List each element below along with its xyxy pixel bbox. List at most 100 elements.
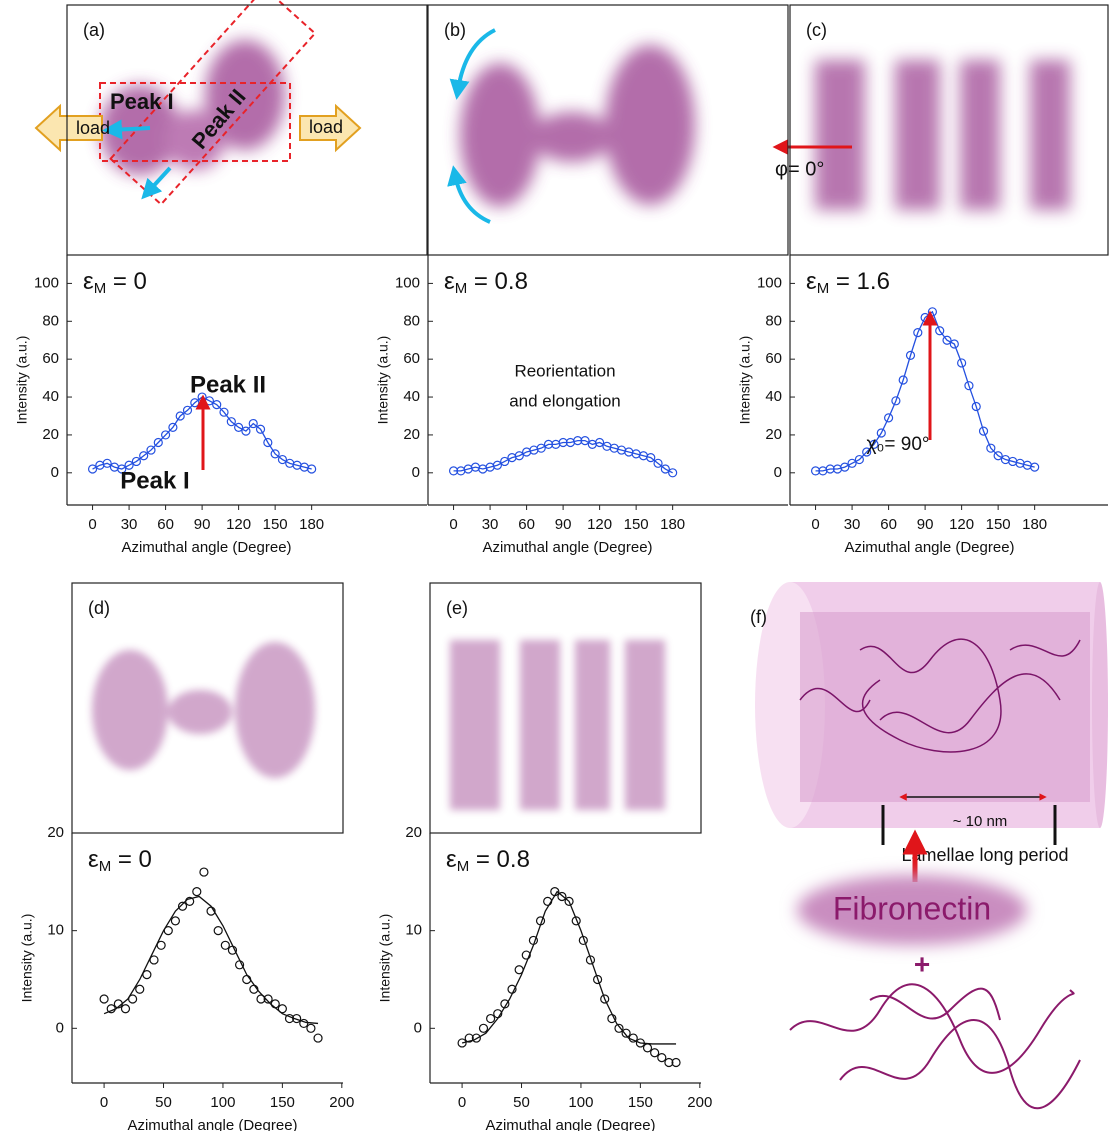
illustration-f: (f) ~ 10 nm Lamellae long period Fibrone…: [750, 582, 1108, 1108]
panel-label: (b): [444, 20, 466, 40]
data-point: [200, 868, 208, 876]
x-tick-label: 0: [458, 1094, 466, 1111]
strain-subscript: M: [94, 280, 107, 297]
y-tick-label: 60: [765, 350, 782, 367]
x-tick-label: 0: [100, 1094, 108, 1111]
x-tick-label: 200: [329, 1094, 354, 1111]
strain-label: εM = 1.6: [806, 268, 890, 297]
plus-sign: +: [914, 948, 930, 979]
strain-value: = 0: [111, 846, 152, 873]
strain-label: εM = 0.8: [446, 846, 530, 875]
annotation: Peak II: [190, 371, 266, 398]
illustration-d: [92, 642, 315, 778]
y-tick-label: 20: [765, 426, 782, 443]
x-tick-label: 60: [518, 516, 535, 533]
x-tick-label: 90: [194, 516, 211, 533]
data-point: [221, 941, 229, 949]
strain-subscript: M: [817, 280, 830, 297]
x-tick-label: 0: [811, 516, 819, 533]
y-tick-label: 0: [774, 464, 782, 481]
y-tick-label: 60: [42, 350, 59, 367]
x-tick-label: 50: [155, 1094, 172, 1111]
data-point: [193, 888, 201, 896]
strain-symbol: ε: [446, 846, 457, 873]
x-tick-label: 30: [482, 516, 499, 533]
x-axis-title: Azimuthal angle (Degree): [485, 1117, 655, 1131]
y-tick-label: 10: [47, 922, 64, 939]
phi-label: φ= 0°: [775, 158, 824, 180]
data-point: [487, 1015, 495, 1023]
y-tick-label: 0: [56, 1019, 64, 1036]
data-point: [271, 1000, 279, 1008]
data-point: [100, 995, 108, 1003]
x-axis-title: Azimuthal angle (Degree): [127, 1117, 297, 1131]
x-tick-label: 30: [121, 516, 138, 533]
load-label: load: [76, 118, 110, 138]
peak-label: Peak I: [110, 89, 174, 114]
x-tick-label: 100: [210, 1094, 235, 1111]
x-tick-label: 30: [844, 516, 861, 533]
y-tick-label: 40: [42, 388, 59, 405]
strain-label: εM = 0: [88, 846, 152, 875]
x-tick-label: 150: [624, 516, 649, 533]
panel-label: (c): [806, 20, 827, 40]
annotation: Peak I: [120, 467, 189, 494]
data-point: [314, 1034, 322, 1042]
figure: load load Peak I Peak II φ= 0° (: [0, 0, 1109, 1131]
x-tick-label: 50: [513, 1094, 530, 1111]
data-point: [136, 985, 144, 993]
y-tick-label: 80: [42, 312, 59, 329]
protein-label: Fibronectin: [833, 890, 991, 926]
illustration-b: [455, 30, 695, 222]
x-tick-label: 150: [628, 1094, 653, 1111]
x-tick-label: 150: [986, 516, 1011, 533]
data-point: [644, 1044, 652, 1052]
y-tick-label: 20: [47, 824, 64, 841]
x-tick-label: 150: [270, 1094, 295, 1111]
y-axis-title: Intensity (a.u.): [375, 336, 391, 425]
x-tick-label: 120: [587, 516, 612, 533]
illustration-e: [450, 640, 665, 810]
data-point: [307, 1024, 315, 1032]
y-tick-label: 100: [395, 274, 420, 291]
x-axis-title: Azimuthal angle (Degree): [482, 539, 652, 556]
y-tick-label: 100: [757, 274, 782, 291]
strain-symbol: ε: [444, 268, 455, 295]
strain-symbol: ε: [88, 846, 99, 873]
x-tick-label: 0: [449, 516, 457, 533]
panel-label: (f): [750, 607, 767, 627]
x-tick-label: 90: [917, 516, 934, 533]
y-axis-title: Intensity (a.u.): [737, 336, 753, 425]
x-axis-title: Azimuthal angle (Degree): [121, 539, 291, 556]
x-tick-label: 60: [157, 516, 174, 533]
y-tick-label: 10: [405, 922, 422, 939]
panel-label: (a): [83, 20, 105, 40]
y-tick-label: 40: [765, 388, 782, 405]
x-tick-label: 180: [299, 516, 324, 533]
x-tick-label: 180: [660, 516, 685, 533]
y-tick-label: 0: [414, 1019, 422, 1036]
y-tick-label: 20: [405, 824, 422, 841]
data-point: [651, 1049, 659, 1057]
data-point: [544, 897, 552, 905]
y-tick-label: 0: [51, 464, 59, 481]
y-tick-label: 20: [403, 426, 420, 443]
x-tick-label: 150: [263, 516, 288, 533]
x-tick-label: 100: [568, 1094, 593, 1111]
strain-symbol: ε: [806, 268, 817, 295]
x-tick-label: 120: [949, 516, 974, 533]
panel-label: (d): [88, 598, 110, 618]
strain-subscript: M: [457, 858, 470, 875]
strain-value: = 0.8: [469, 846, 530, 873]
annotation: and elongation: [509, 391, 621, 410]
y-tick-label: 80: [765, 312, 782, 329]
y-axis-title: Intensity (a.u.): [19, 914, 35, 1003]
y-axis-title: Intensity (a.u.): [377, 914, 393, 1003]
strain-value: = 1.6: [829, 268, 890, 295]
x-tick-label: 90: [555, 516, 572, 533]
load-label: load: [309, 117, 343, 137]
x-tick-label: 200: [687, 1094, 712, 1111]
strain-label: εM = 0.8: [444, 268, 528, 297]
data-point: [479, 1024, 487, 1032]
distance-label: ~ 10 nm: [953, 813, 1008, 830]
